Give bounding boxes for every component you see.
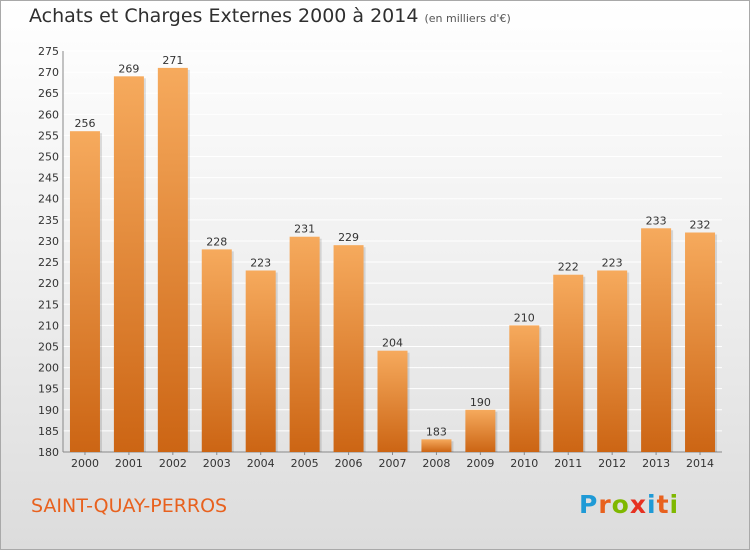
x-tick-label: 2008: [422, 457, 450, 470]
x-tick-label: 2013: [642, 457, 670, 470]
bar-value-label: 190: [470, 396, 491, 409]
bar: [245, 270, 276, 452]
y-tick-label: 240: [38, 193, 59, 206]
y-tick-label: 205: [38, 340, 59, 353]
x-tick-label: 2003: [203, 457, 231, 470]
logo-letter: o: [611, 490, 630, 519]
x-tick-label: 2005: [291, 457, 319, 470]
city-name: SAINT-QUAY-PERROS: [31, 495, 228, 517]
bar: [553, 274, 584, 452]
y-tick-label: 225: [38, 256, 59, 269]
y-tick-label: 215: [38, 298, 59, 311]
chart-title: Achats et Charges Externes 2000 à 2014 (e…: [29, 5, 511, 27]
y-tick-label: 250: [38, 151, 59, 164]
bar-value-label: 222: [558, 261, 579, 274]
bar-value-label: 232: [690, 219, 711, 232]
logo-letter: i: [669, 490, 680, 519]
x-tick-label: 2014: [686, 457, 714, 470]
logo-letter: t: [656, 490, 670, 519]
y-tick-label: 185: [38, 425, 59, 438]
y-tick-label: 195: [38, 383, 59, 396]
bar-value-label: 210: [514, 311, 535, 324]
x-tick-label: 2012: [598, 457, 626, 470]
bar-value-label: 229: [338, 231, 359, 244]
y-tick-label: 260: [38, 108, 59, 121]
bar-value-label: 223: [250, 256, 271, 269]
bar: [113, 76, 144, 452]
y-tick-label: 270: [38, 66, 59, 79]
y-tick-label: 190: [38, 404, 59, 417]
bar-value-label: 183: [426, 425, 447, 438]
bar: [597, 270, 628, 452]
y-tick-label: 265: [38, 87, 59, 100]
y-tick-label: 180: [38, 446, 59, 459]
x-tick-label: 2000: [71, 457, 99, 470]
x-tick-label: 2007: [379, 457, 407, 470]
x-tick-label: 2009: [466, 457, 494, 470]
bar-value-label: 223: [602, 256, 623, 269]
bar: [465, 409, 496, 452]
bar-value-label: 269: [118, 62, 139, 75]
y-tick-label: 245: [38, 172, 59, 185]
bar: [685, 232, 716, 452]
bar-value-label: 228: [206, 235, 227, 248]
bar-value-label: 231: [294, 223, 315, 236]
logo-letter: i: [647, 490, 657, 519]
y-tick-label: 255: [38, 129, 59, 142]
x-tick-label: 2002: [159, 457, 187, 470]
bar: [641, 228, 672, 452]
x-tick-label: 2010: [510, 457, 538, 470]
y-tick-label: 220: [38, 277, 59, 290]
x-tick-label: 2004: [247, 457, 275, 470]
x-tick-label: 2001: [115, 457, 143, 470]
bar: [377, 350, 408, 452]
bar: [289, 236, 320, 452]
logo-letter: x: [629, 490, 647, 519]
logo-letter: P: [579, 490, 599, 519]
bar: [157, 67, 188, 452]
bar-value-label: 256: [74, 117, 95, 130]
chart-title-text: Achats et Charges Externes 2000 à 2014: [29, 5, 419, 27]
bar: [509, 325, 540, 452]
bar-value-label: 204: [382, 337, 403, 350]
proxiti-logo: Proxiti: [579, 490, 679, 519]
bar-value-label: 271: [162, 54, 183, 67]
bar: [201, 249, 232, 452]
logo-letter: r: [598, 490, 612, 519]
chart-unit-label: (en milliers d'€): [424, 12, 511, 25]
y-tick-label: 230: [38, 235, 59, 248]
y-tick-label: 275: [38, 45, 59, 58]
y-tick-label: 200: [38, 362, 59, 375]
x-tick-label: 2011: [554, 457, 582, 470]
y-tick-label: 235: [38, 214, 59, 227]
x-tick-label: 2006: [335, 457, 363, 470]
bar: [333, 245, 364, 452]
bar: [69, 131, 100, 452]
bar-value-label: 233: [646, 214, 667, 227]
bar: [421, 439, 452, 452]
y-tick-label: 210: [38, 319, 59, 332]
